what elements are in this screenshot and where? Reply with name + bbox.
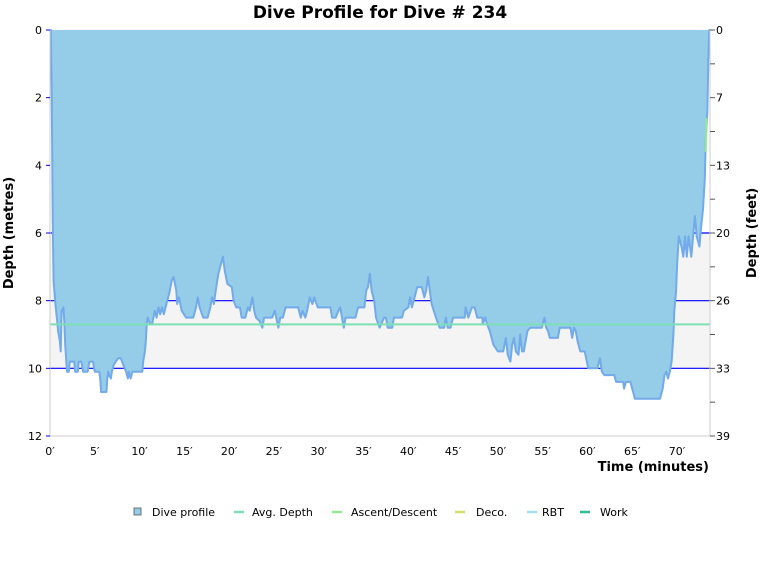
y2-tick-label: 7: [716, 92, 723, 105]
legend: Dive profile Avg. Depth Ascent/Descent Deco…: [133, 506, 628, 519]
x-tick-label: 15′: [176, 445, 193, 458]
y-tick-label: 2: [35, 92, 42, 105]
y-tick-label: 4: [35, 159, 42, 172]
legend-label: RBT: [542, 506, 564, 519]
axes: 0 0 2 7 4 13 6 20 8 26 10 33 12 39 0′ 5′ 10′ 15′ 20′ 25′ 30′…: [28, 24, 730, 458]
legend-label: Ascent/Descent: [351, 506, 438, 519]
legend-swatch-dive-profile: [133, 507, 142, 516]
x-tick-label: 25′: [266, 445, 283, 458]
legend-label: Avg. Depth: [252, 506, 313, 519]
legend-label: Deco.: [476, 506, 507, 519]
y2-tick-label: 26: [716, 295, 730, 308]
y-tick-label: 0: [35, 24, 42, 37]
y-tick-label: 12: [28, 430, 42, 443]
y-tick-label: 6: [35, 227, 42, 240]
x-tick-label: 50′: [490, 445, 507, 458]
ascent-descent-line: [704, 117, 708, 152]
x-tick-label: 60′: [579, 445, 596, 458]
x-tick-label: 10′: [131, 445, 148, 458]
y2-tick-label: 39: [716, 430, 730, 443]
y2-tick-label: 13: [716, 159, 730, 172]
x-tick-label: 40′: [400, 445, 417, 458]
dive-profile-line: [49, 29, 711, 400]
x-tick-label: 20′: [221, 445, 238, 458]
x-tick-label: 65′: [624, 445, 641, 458]
y2-tick-label: 0: [716, 24, 723, 37]
x-tick-label: 0′: [45, 445, 55, 458]
x-tick-label: 30′: [310, 445, 327, 458]
x-tick-label: 55′: [534, 445, 551, 458]
legend-label: Dive profile: [152, 506, 215, 519]
y-tick-label: 8: [35, 295, 42, 308]
y2-tick-label: 20: [716, 227, 730, 240]
plot-area: [49, 29, 711, 400]
y-axis-title: Depth (metres): [2, 177, 17, 289]
dive-profile-area: [50, 30, 711, 399]
x-tick-label: 70′: [669, 445, 686, 458]
x-tick-label: 5′: [90, 445, 100, 458]
y2-tick-label: 33: [716, 362, 730, 375]
x-tick-label: 35′: [355, 445, 372, 458]
x-axis-title: Time (minutes): [598, 460, 709, 475]
y-tick-label: 10: [28, 362, 42, 375]
y2-axis-title: Depth (feet): [745, 188, 760, 278]
legend-label: Work: [600, 506, 628, 519]
chart-title: Dive Profile for Dive # 234: [253, 3, 508, 23]
x-tick-label: 45′: [445, 445, 462, 458]
